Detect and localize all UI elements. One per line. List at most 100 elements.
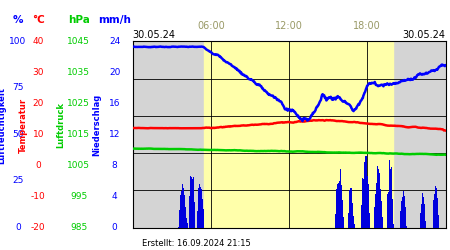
Bar [201,190,202,228]
Bar [191,177,192,228]
Bar [375,194,376,228]
Bar [342,202,343,228]
Bar [404,196,405,228]
Text: 0: 0 [15,223,21,232]
Text: mm/h: mm/h [98,15,131,25]
Bar [179,210,180,228]
Bar [354,224,355,228]
Bar [403,182,404,228]
Bar [341,185,342,228]
Bar [335,220,336,228]
Text: 18:00: 18:00 [353,21,381,31]
Bar [390,162,391,228]
Bar [180,195,181,228]
Bar [404,197,405,228]
Bar [402,197,403,228]
Text: Erstellt: 16.09.2024 21:15: Erstellt: 16.09.2024 21:15 [142,238,251,248]
Bar [197,222,198,228]
Bar [340,169,341,228]
Bar [377,187,378,228]
Text: 1035: 1035 [67,68,90,77]
Bar [377,166,378,228]
Bar [423,203,424,228]
Bar [366,156,367,228]
Text: 75: 75 [12,83,24,92]
Bar [374,219,375,228]
Bar [341,185,342,228]
Text: 30: 30 [32,68,44,77]
Text: 10: 10 [32,130,44,139]
Bar [202,199,203,228]
Bar [365,156,366,228]
Bar [361,218,362,228]
Bar [419,220,420,228]
Text: 30.05.24: 30.05.24 [402,30,446,40]
Bar [380,196,381,228]
Bar [424,204,425,228]
Text: 8: 8 [112,161,117,170]
Text: 4: 4 [112,192,117,201]
Bar [422,194,423,228]
Bar [182,184,183,228]
Bar [436,188,437,228]
Bar [434,194,435,228]
Text: Luftdruck: Luftdruck [56,102,65,148]
Text: °C: °C [32,15,45,25]
Bar [349,190,350,228]
Bar [393,224,394,228]
Bar [432,215,433,228]
Bar [350,188,351,228]
Bar [192,179,193,228]
Bar [362,186,363,228]
Bar [388,192,389,228]
Bar [361,206,362,228]
Text: 50: 50 [12,130,24,139]
Bar [197,211,198,228]
Bar [424,212,425,228]
Bar [190,176,191,228]
Text: 12:00: 12:00 [275,21,303,31]
Bar [387,194,388,228]
Bar [405,216,406,228]
Bar [421,208,422,228]
Bar [348,222,349,228]
Text: 20: 20 [109,68,121,77]
Text: 100: 100 [9,37,27,46]
Text: 25: 25 [12,176,24,186]
Text: Luftfeuchtigkeit: Luftfeuchtigkeit [0,86,7,164]
Bar [367,187,368,228]
Bar [422,193,423,228]
Bar [369,213,370,228]
Bar [336,201,337,228]
Text: 30.05.24: 30.05.24 [133,30,176,40]
Text: 985: 985 [70,223,87,232]
Bar [198,188,199,228]
Bar [376,183,377,228]
Bar [400,211,401,228]
Bar [425,221,426,228]
Text: 1025: 1025 [68,99,90,108]
Bar [391,184,392,228]
Bar [433,200,434,228]
Bar [378,170,379,228]
Bar [339,181,340,228]
Bar [348,214,349,228]
Bar [338,185,339,228]
Bar [351,188,352,228]
Bar [335,214,336,228]
Bar [367,176,368,228]
Bar [202,201,203,228]
Bar [364,166,365,228]
Bar [186,218,187,228]
Bar [194,209,195,228]
Bar [401,201,402,228]
Bar [400,218,401,228]
Bar [435,190,436,228]
Bar [381,202,382,228]
Bar [363,179,364,228]
Text: 1045: 1045 [68,37,90,46]
Bar [351,193,352,228]
Bar [179,218,180,228]
Bar [391,167,392,228]
Bar [338,184,339,228]
